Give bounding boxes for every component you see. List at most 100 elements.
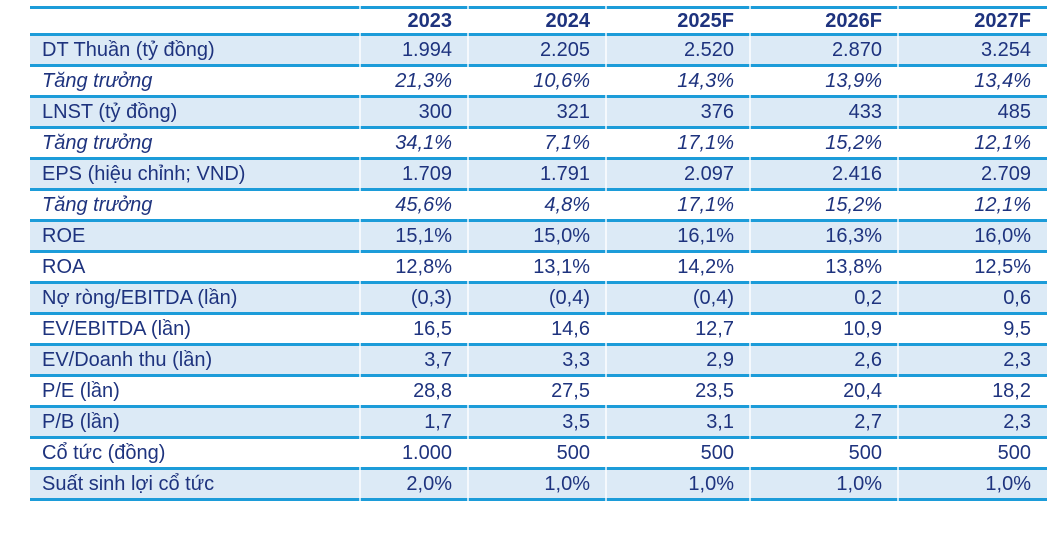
cell-value: 3,1	[606, 408, 750, 439]
cell-value: 14,3%	[606, 67, 750, 98]
table-body: DT Thuần (tỷ đồng) 1.994 2.205 2.520 2.870 3.…	[30, 36, 1047, 501]
row-label: EV/Doanh thu (lần)	[30, 346, 360, 377]
cell-value: 10,9	[750, 315, 898, 346]
cell-value: 45,6%	[360, 191, 468, 222]
table-row: ROA 12,8% 13,1% 14,2% 13,8% 12,5%	[30, 253, 1047, 284]
table-row: EPS (hiệu chỉnh; VND) 1.709 1.791 2.097 2.41…	[30, 160, 1047, 191]
cell-value: 13,9%	[750, 67, 898, 98]
row-label: Tăng trưởng	[30, 67, 360, 98]
cell-value: 9,5	[898, 315, 1047, 346]
row-label: EPS (hiệu chỉnh; VND)	[30, 160, 360, 191]
table-row: P/B (lần) 1,7 3,5 3,1 2,7 2,3	[30, 408, 1047, 439]
table-row: Nợ ròng/EBITDA (lần) (0,3) (0,4) (0,4) 0,2 0,…	[30, 284, 1047, 315]
table-row: EV/Doanh thu (lần) 3,7 3,3 2,9 2,6 2,3	[30, 346, 1047, 377]
cell-value: 13,4%	[898, 67, 1047, 98]
cell-value: 12,1%	[898, 129, 1047, 160]
cell-value: 17,1%	[606, 191, 750, 222]
cell-value: 1.000	[360, 439, 468, 470]
cell-value: 12,1%	[898, 191, 1047, 222]
table-row: Tăng trưởng 21,3% 10,6% 14,3% 13,9% 13,4%	[30, 67, 1047, 98]
cell-value: 500	[750, 439, 898, 470]
cell-value: 1,0%	[898, 470, 1047, 501]
cell-value: 2.416	[750, 160, 898, 191]
row-label: Cổ tức (đồng)	[30, 439, 360, 470]
cell-value: 13,1%	[468, 253, 606, 284]
cell-value: 2.097	[606, 160, 750, 191]
cell-value: 2,0%	[360, 470, 468, 501]
cell-value: 16,0%	[898, 222, 1047, 253]
cell-value: 13,8%	[750, 253, 898, 284]
cell-value: 2,6	[750, 346, 898, 377]
cell-value: 485	[898, 98, 1047, 129]
table-row: ROE 15,1% 15,0% 16,1% 16,3% 16,0%	[30, 222, 1047, 253]
table-row: P/E (lần) 28,8 27,5 23,5 20,4 18,2	[30, 377, 1047, 408]
table-row: DT Thuần (tỷ đồng) 1.994 2.205 2.520 2.870 3.…	[30, 36, 1047, 67]
row-label: P/E (lần)	[30, 377, 360, 408]
cell-value: 20,4	[750, 377, 898, 408]
header-row: 2023 2024 2025F 2026F 2027F	[30, 6, 1047, 36]
cell-value: 15,0%	[468, 222, 606, 253]
cell-value: 15,1%	[360, 222, 468, 253]
cell-value: 1.994	[360, 36, 468, 67]
row-label: ROE	[30, 222, 360, 253]
cell-value: 500	[468, 439, 606, 470]
cell-value: 1,0%	[750, 470, 898, 501]
table-row: Cổ tức (đồng) 1.000 500 500 500 500	[30, 439, 1047, 470]
cell-value: 2,7	[750, 408, 898, 439]
cell-value: 14,2%	[606, 253, 750, 284]
cell-value: 10,6%	[468, 67, 606, 98]
cell-value: 2,3	[898, 346, 1047, 377]
cell-value: 16,3%	[750, 222, 898, 253]
cell-value: 16,1%	[606, 222, 750, 253]
cell-value: 17,1%	[606, 129, 750, 160]
cell-value: 300	[360, 98, 468, 129]
row-label: P/B (lần)	[30, 408, 360, 439]
year-header: 2023	[360, 6, 468, 36]
cell-value: (0,4)	[606, 284, 750, 315]
cell-value: 2.520	[606, 36, 750, 67]
cell-value: 2.709	[898, 160, 1047, 191]
year-header: 2026F	[750, 6, 898, 36]
cell-value: 1.791	[468, 160, 606, 191]
row-label: Nợ ròng/EBITDA (lần)	[30, 284, 360, 315]
cell-value: 321	[468, 98, 606, 129]
cell-value: 433	[750, 98, 898, 129]
cell-value: 0,2	[750, 284, 898, 315]
cell-value: 27,5	[468, 377, 606, 408]
table-row: Tăng trưởng 34,1% 7,1% 17,1% 15,2% 12,1%	[30, 129, 1047, 160]
cell-value: 12,8%	[360, 253, 468, 284]
corner-cell	[30, 6, 360, 36]
cell-value: 500	[898, 439, 1047, 470]
cell-value: 2,3	[898, 408, 1047, 439]
cell-value: 15,2%	[750, 191, 898, 222]
cell-value: 15,2%	[750, 129, 898, 160]
cell-value: 2.205	[468, 36, 606, 67]
row-label: Suất sinh lợi cổ tức	[30, 470, 360, 501]
cell-value: 16,5	[360, 315, 468, 346]
cell-value: (0,3)	[360, 284, 468, 315]
cell-value: 1,7	[360, 408, 468, 439]
cell-value: 376	[606, 98, 750, 129]
row-label: DT Thuần (tỷ đồng)	[30, 36, 360, 67]
cell-value: 2,9	[606, 346, 750, 377]
cell-value: 3,7	[360, 346, 468, 377]
cell-value: (0,4)	[468, 284, 606, 315]
row-label: EV/EBITDA (lần)	[30, 315, 360, 346]
table-row: LNST (tỷ đồng) 300 321 376 433 485	[30, 98, 1047, 129]
year-header: 2024	[468, 6, 606, 36]
row-label: Tăng trưởng	[30, 129, 360, 160]
cell-value: 500	[606, 439, 750, 470]
table-row: Tăng trưởng 45,6% 4,8% 17,1% 15,2% 12,1%	[30, 191, 1047, 222]
cell-value: 18,2	[898, 377, 1047, 408]
cell-value: 23,5	[606, 377, 750, 408]
cell-value: 3,3	[468, 346, 606, 377]
row-label: ROA	[30, 253, 360, 284]
cell-value: 14,6	[468, 315, 606, 346]
year-header: 2025F	[606, 6, 750, 36]
cell-value: 12,7	[606, 315, 750, 346]
cell-value: 1,0%	[606, 470, 750, 501]
cell-value: 28,8	[360, 377, 468, 408]
financial-forecast-table-wrap: 2023 2024 2025F 2026F 2027F DT Thuần (tỷ đồn…	[30, 6, 1047, 501]
row-label: LNST (tỷ đồng)	[30, 98, 360, 129]
table-row: Suất sinh lợi cổ tức 2,0% 1,0% 1,0% 1,0% 1,0%	[30, 470, 1047, 501]
